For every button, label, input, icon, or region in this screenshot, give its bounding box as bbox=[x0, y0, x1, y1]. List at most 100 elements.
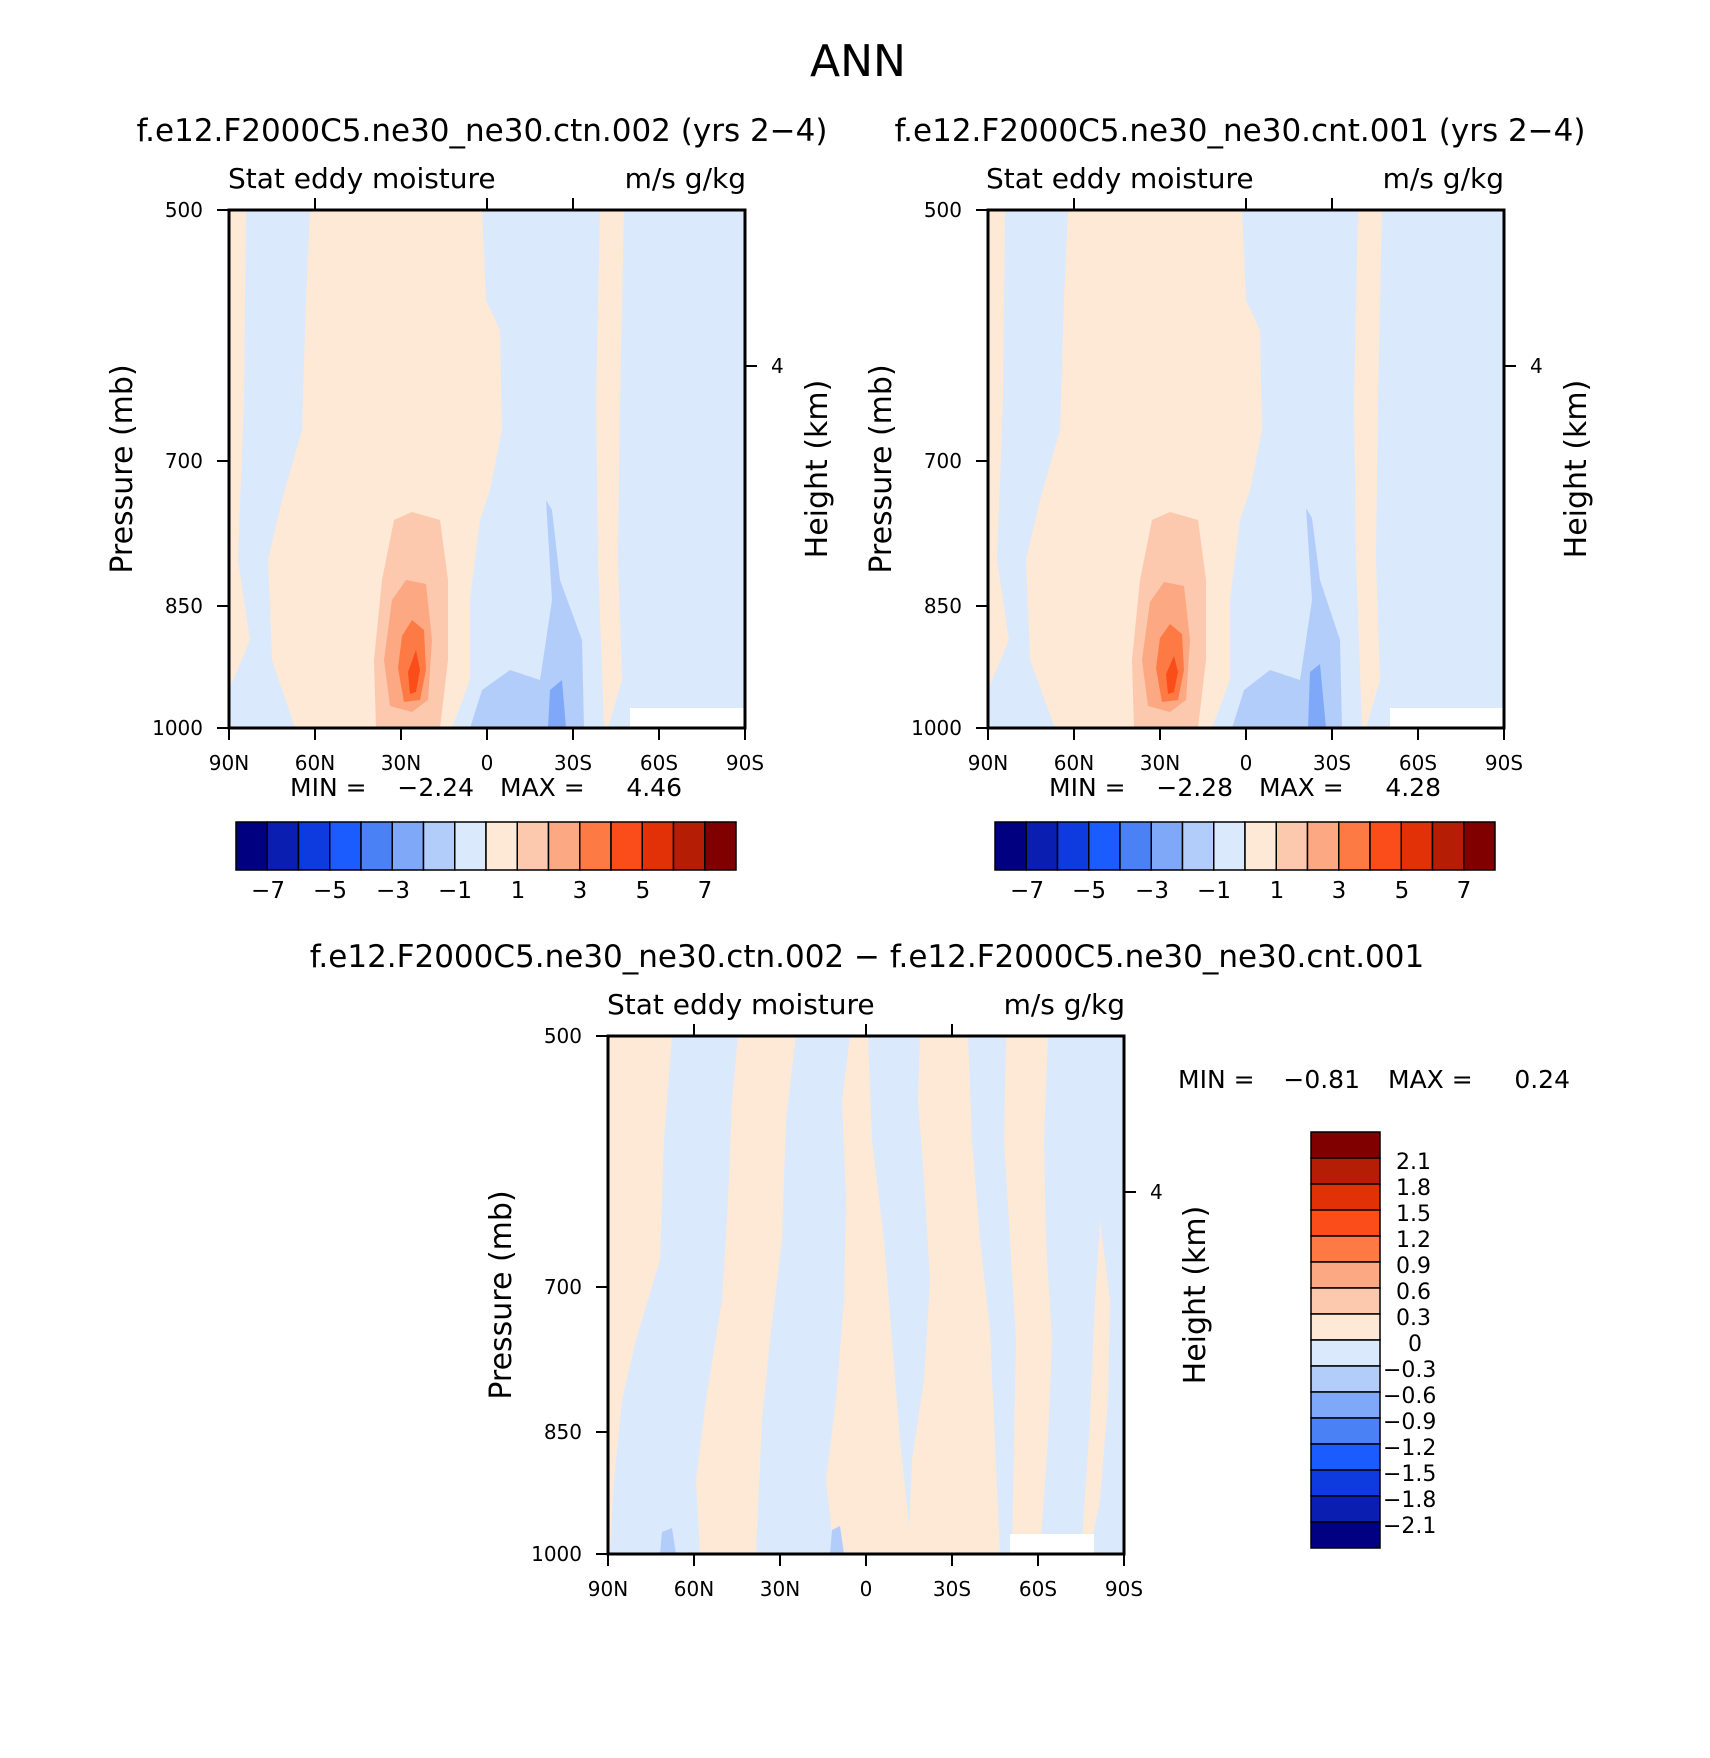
y-axis-label: Pressure (mb) bbox=[864, 364, 899, 573]
colorbar-swatch bbox=[422, 821, 456, 871]
missing-corner bbox=[1390, 708, 1504, 728]
main-title: ANN bbox=[810, 36, 906, 87]
y2-tick-label: 4 bbox=[771, 354, 784, 378]
colorbar-swatch bbox=[547, 821, 581, 871]
panel-ctn-y-ticks bbox=[217, 209, 757, 729]
panel-cnt-x-ticks bbox=[987, 198, 1505, 740]
y-tick-label: 500 bbox=[165, 198, 203, 222]
y2-tick-label: 4 bbox=[1150, 1180, 1163, 1204]
colorbar-label: −0.9 bbox=[1383, 1410, 1436, 1435]
positive-band-south bbox=[1354, 210, 1382, 728]
colorbar-swatch bbox=[579, 821, 612, 871]
colorbar-label: 1.8 bbox=[1396, 1176, 1431, 1201]
colorbar-swatch bbox=[1463, 821, 1496, 871]
colorbar-swatch bbox=[672, 821, 706, 871]
positive-band bbox=[826, 1036, 912, 1554]
negative-core bbox=[830, 1526, 844, 1554]
x-tick-label: 0 bbox=[1240, 751, 1253, 775]
colorbar-swatch bbox=[1275, 821, 1309, 871]
x-tick-label: 60S bbox=[1399, 751, 1437, 775]
colorbar-label: −5 bbox=[313, 878, 347, 904]
missing-corner bbox=[1010, 1534, 1094, 1554]
colorbar-swatch bbox=[1310, 1261, 1381, 1289]
positive-band bbox=[696, 1036, 796, 1554]
colorbar-label: 1.2 bbox=[1396, 1228, 1431, 1253]
panel-diff-y-ticks bbox=[596, 1035, 1136, 1555]
panel-diff: f.e12.F2000C5.ne30_ne30.ctn.002 − f.e12.… bbox=[310, 939, 1570, 1601]
x-tick-label: 60S bbox=[1019, 1577, 1057, 1601]
y-tick-label: 700 bbox=[544, 1275, 582, 1299]
colorbar-swatch bbox=[1310, 1391, 1381, 1419]
max-label: MAX = bbox=[500, 773, 585, 802]
x-tick-label: 30N bbox=[760, 1577, 800, 1601]
negative-band-south bbox=[470, 500, 584, 728]
y-tick-label: 500 bbox=[924, 198, 962, 222]
colorbar-label: 3 bbox=[1332, 878, 1347, 904]
colorbar bbox=[1310, 1131, 1381, 1549]
colorbar-swatch bbox=[1310, 1417, 1381, 1445]
y-tick-label: 850 bbox=[924, 594, 962, 618]
colorbar-swatch bbox=[1025, 821, 1059, 871]
colorbar-label: −1.8 bbox=[1383, 1488, 1436, 1513]
colorbar-swatch bbox=[1056, 821, 1090, 871]
colorbar-swatch bbox=[1306, 821, 1340, 871]
colorbar-swatch bbox=[1088, 821, 1121, 871]
x-tick-label: 0 bbox=[481, 751, 494, 775]
colorbar-label: 1 bbox=[511, 878, 526, 904]
colorbar-label: −1 bbox=[438, 878, 472, 904]
panel-cnt-field bbox=[988, 210, 1504, 728]
colorbar-swatch bbox=[266, 821, 300, 871]
positive-band-south bbox=[596, 210, 624, 728]
colorbar-label: 0.3 bbox=[1396, 1306, 1431, 1331]
colorbar-label: 2.1 bbox=[1396, 1150, 1431, 1175]
panel-cnt-units: m/s g/kg bbox=[1383, 162, 1504, 195]
panel-cnt-y-ticks bbox=[976, 209, 1516, 729]
colorbar bbox=[235, 821, 737, 871]
min-label: MIN = bbox=[1049, 773, 1126, 802]
colorbar-label: −7 bbox=[251, 878, 285, 904]
x-tick-label: 90N bbox=[209, 751, 249, 775]
x-tick-label: 60N bbox=[1054, 751, 1094, 775]
x-tick-label: 60N bbox=[674, 1577, 714, 1601]
positive-band bbox=[608, 1036, 672, 1554]
colorbar-swatch bbox=[297, 821, 331, 871]
colorbar-swatch bbox=[704, 821, 737, 871]
y2-axis-label: Height (km) bbox=[1559, 380, 1594, 559]
y-tick-label: 850 bbox=[165, 594, 203, 618]
contour-max bbox=[408, 650, 420, 694]
colorbar-swatch bbox=[1244, 821, 1277, 871]
positive-left-edge bbox=[988, 210, 1009, 690]
contour-5-7 bbox=[1156, 624, 1184, 702]
min-label: MIN = bbox=[1178, 1065, 1255, 1094]
max-value: 0.24 bbox=[1514, 1065, 1570, 1094]
colorbar-swatch bbox=[1119, 821, 1152, 871]
colorbar-label: 7 bbox=[1457, 878, 1472, 904]
min-label: MIN = bbox=[290, 773, 367, 802]
colorbar-swatch bbox=[516, 821, 550, 871]
colorbar-swatch bbox=[391, 821, 425, 871]
panel-diff-title: f.e12.F2000C5.ne30_ne30.ctn.002 − f.e12.… bbox=[310, 939, 1424, 975]
panel-ctn-units: m/s g/kg bbox=[625, 162, 746, 195]
colorbar-labels: −7 −5 −3 −1 1 3 5 7 bbox=[1010, 878, 1471, 904]
max-value: 4.46 bbox=[626, 773, 682, 802]
colorbar-label: −3 bbox=[376, 878, 410, 904]
y2-tick-label: 4 bbox=[1530, 354, 1543, 378]
x-tick-label: 0 bbox=[860, 1577, 873, 1601]
y-tick-label: 500 bbox=[544, 1024, 582, 1048]
panel-ctn-title: f.e12.F2000C5.ne30_ne30.ctn.002 (yrs 2−4… bbox=[137, 113, 828, 149]
colorbar-swatch bbox=[1400, 821, 1434, 871]
colorbar-swatch bbox=[1338, 821, 1371, 871]
positive-band bbox=[1004, 1036, 1052, 1554]
colorbar-label: −5 bbox=[1072, 878, 1106, 904]
max-label: MAX = bbox=[1388, 1065, 1473, 1094]
colorbar-swatch bbox=[454, 821, 487, 871]
positive-band bbox=[1082, 1220, 1110, 1540]
contour-max bbox=[1166, 656, 1178, 694]
colorbar-label: 5 bbox=[1395, 878, 1410, 904]
colorbar-swatch bbox=[1310, 1131, 1381, 1159]
min-value: −2.24 bbox=[397, 773, 474, 802]
y2-axis-label: Height (km) bbox=[800, 380, 835, 559]
max-label: MAX = bbox=[1259, 773, 1344, 802]
y-tick-label: 1000 bbox=[152, 716, 203, 740]
colorbar-swatch bbox=[360, 821, 393, 871]
